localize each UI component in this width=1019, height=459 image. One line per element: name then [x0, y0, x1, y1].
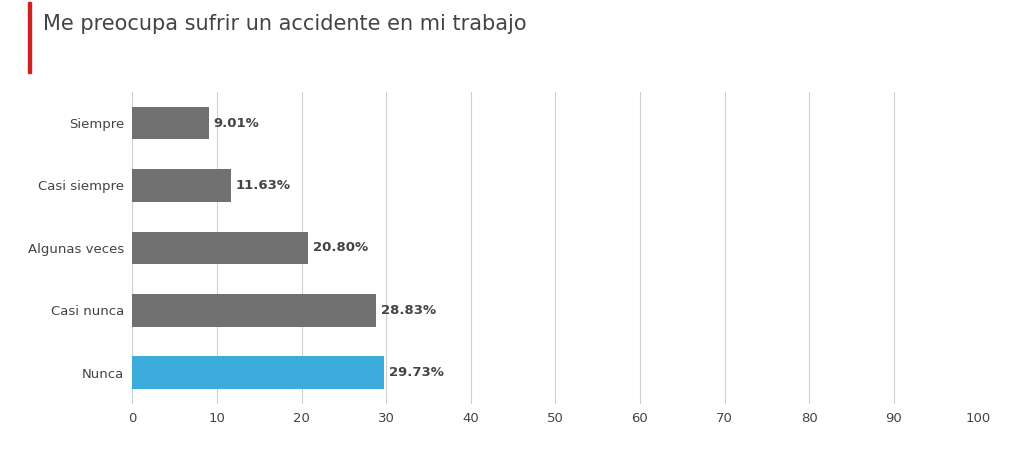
Bar [132, 232, 309, 264]
Text: 9.01%: 9.01% [214, 117, 260, 129]
Text: 29.73%: 29.73% [389, 366, 444, 379]
Text: 11.63%: 11.63% [236, 179, 290, 192]
Bar [132, 357, 384, 389]
Bar [132, 107, 209, 139]
Text: Me preocupa sufrir un accidente en mi trabajo: Me preocupa sufrir un accidente en mi tr… [43, 14, 527, 34]
Bar [132, 169, 231, 202]
Text: 20.80%: 20.80% [314, 241, 369, 254]
Bar [132, 294, 376, 326]
Text: 28.83%: 28.83% [381, 304, 436, 317]
